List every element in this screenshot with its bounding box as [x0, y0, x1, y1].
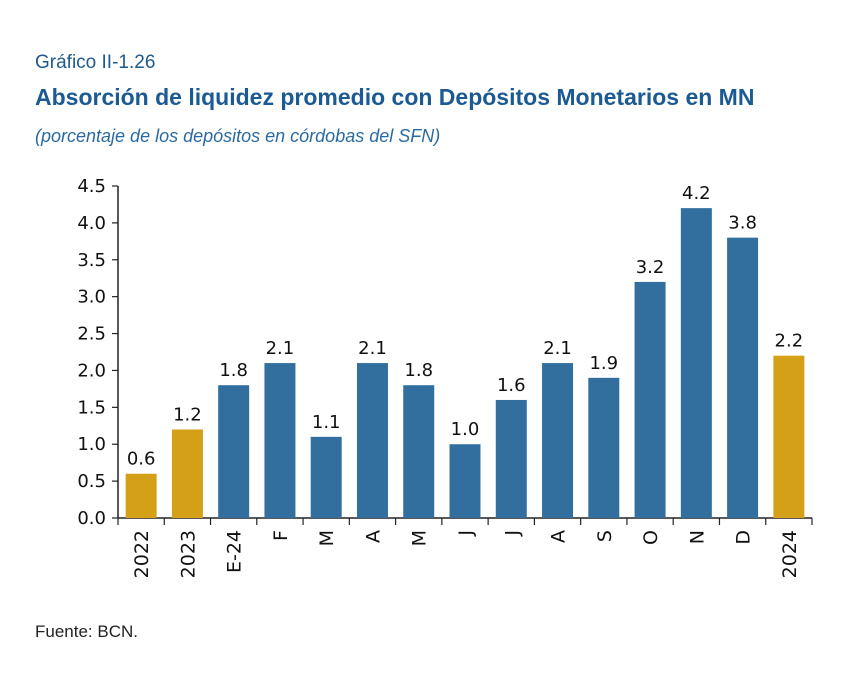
chart-subtitle: (porcentaje de los depósitos en córdobas… — [35, 126, 441, 146]
bar — [495, 399, 527, 518]
bar — [310, 436, 342, 518]
data-label: 1.1 — [312, 412, 341, 433]
data-label: 2.1 — [266, 338, 295, 359]
bar — [171, 429, 203, 518]
x-tick-label: M — [409, 530, 431, 546]
y-tick-label: 3.5 — [77, 250, 106, 271]
x-tick-label: 2022 — [131, 530, 153, 578]
y-tick-label: 0.5 — [77, 471, 106, 492]
bar — [773, 355, 805, 518]
bar — [125, 473, 157, 518]
x-tick-label: S — [594, 530, 616, 542]
source-note: Fuente: BCN. — [35, 622, 138, 641]
chart-title: Absorción de liquidez promedio con Depós… — [35, 84, 755, 110]
x-tick-label: O — [640, 530, 662, 545]
data-label: 0.6 — [127, 449, 156, 470]
data-label: 2.1 — [543, 338, 572, 359]
x-tick-label: F — [270, 530, 292, 541]
bar — [218, 385, 250, 518]
data-label: 1.8 — [404, 360, 433, 381]
y-tick-label: 1.0 — [77, 434, 106, 455]
bar — [449, 444, 481, 518]
x-tick-label: 2024 — [779, 530, 801, 578]
bar — [542, 363, 574, 518]
y-tick-label: 3.0 — [77, 287, 106, 308]
data-label: 4.2 — [682, 183, 711, 204]
y-tick-label: 1.5 — [77, 397, 106, 418]
data-label: 3.8 — [728, 213, 757, 234]
x-tick-label: 2023 — [177, 530, 199, 578]
y-tick-label: 2.5 — [77, 324, 106, 345]
y-tick-label: 2.0 — [77, 360, 106, 381]
x-tick-label: N — [686, 530, 708, 544]
bar — [588, 377, 620, 518]
chart-label: Gráfico II-1.26 — [35, 52, 156, 73]
data-label: 3.2 — [636, 257, 665, 278]
bar — [264, 363, 296, 518]
x-tick-label: J — [501, 530, 523, 537]
x-tick-label: M — [316, 530, 338, 546]
data-label: 1.6 — [497, 375, 526, 396]
bar — [356, 363, 388, 518]
y-tick-label: 0.0 — [77, 508, 106, 529]
data-label: 1.8 — [219, 360, 248, 381]
bar — [680, 208, 712, 518]
bar — [727, 237, 759, 518]
data-label: 2.2 — [775, 331, 804, 352]
bar-chart: 0.0 0.5 1.0 1.5 2.0 2.5 3.0 3.5 4.0 4.5 0.6 2022 1.2… — [77, 176, 813, 578]
x-tick-label: J — [455, 530, 477, 537]
data-label: 1.9 — [589, 353, 618, 374]
data-label: 1.0 — [451, 419, 480, 440]
y-tick-label: 4.5 — [77, 176, 106, 197]
data-label: 1.2 — [173, 404, 202, 425]
x-tick-label: A — [362, 530, 384, 543]
bar — [403, 385, 435, 518]
x-tick-label: E-24 — [224, 530, 246, 573]
y-tick-label: 4.0 — [77, 213, 106, 234]
x-tick-label: A — [548, 530, 570, 543]
x-tick-label: D — [733, 530, 755, 545]
data-label: 2.1 — [358, 338, 387, 359]
bar — [634, 281, 666, 518]
